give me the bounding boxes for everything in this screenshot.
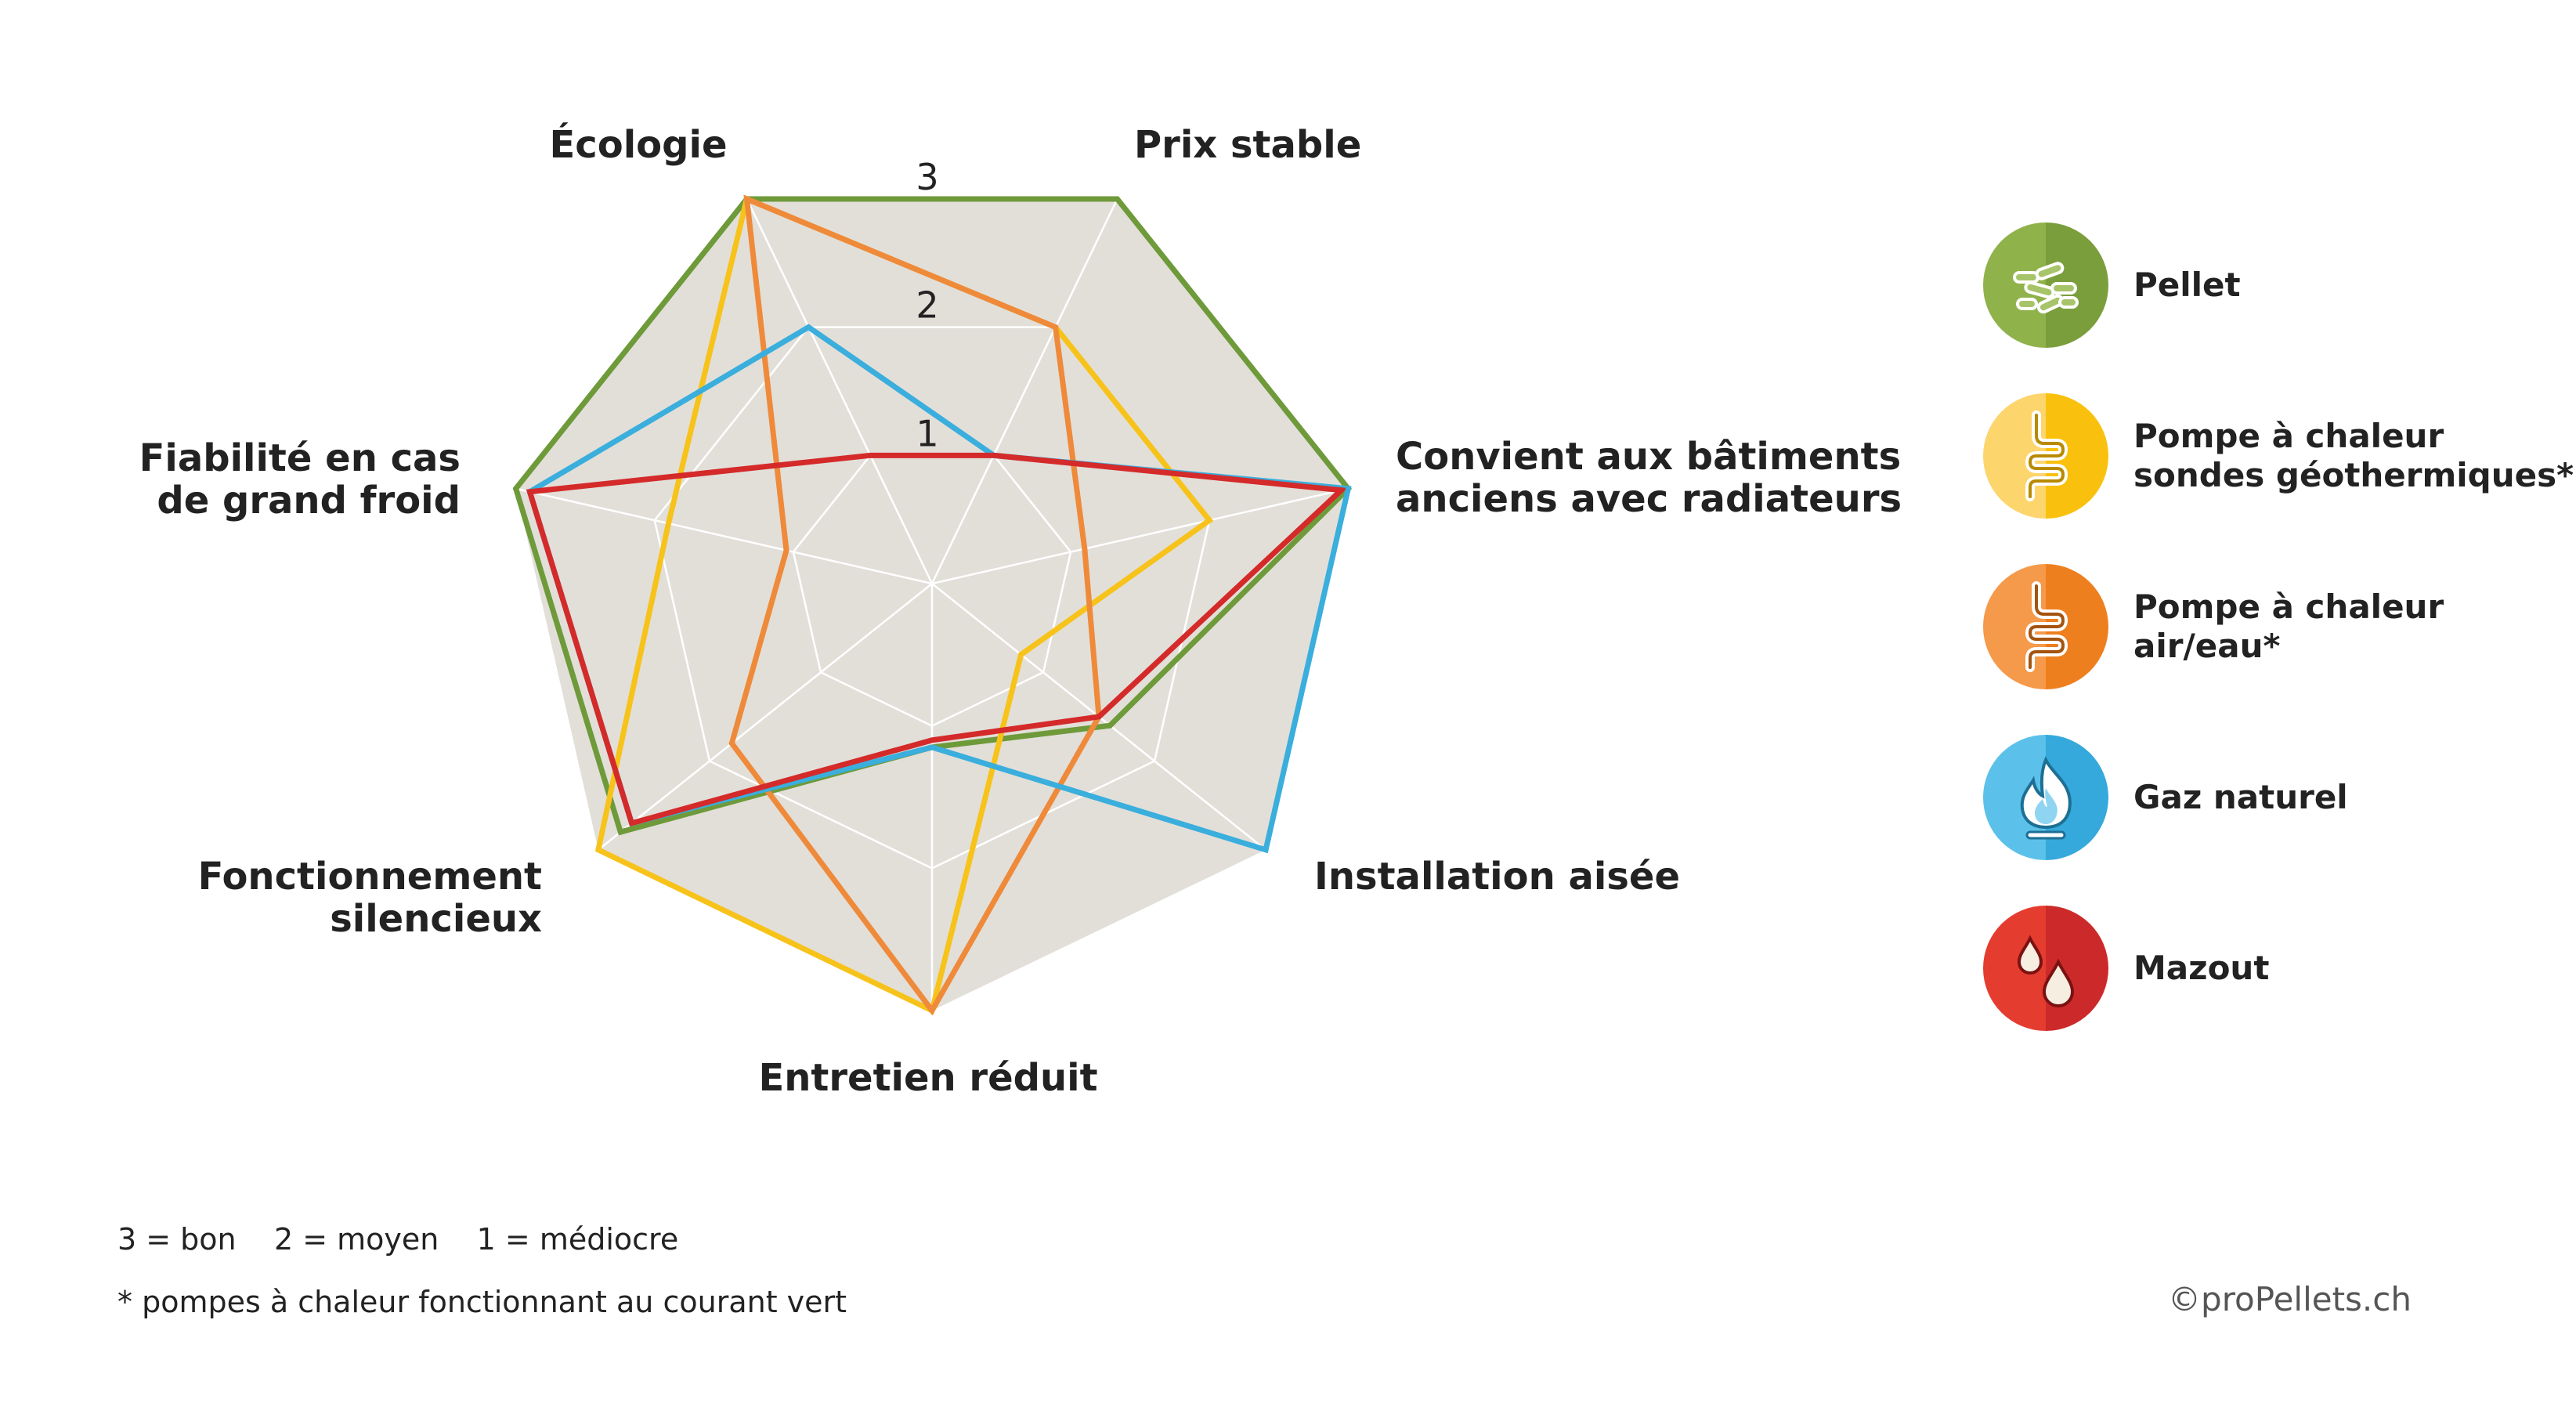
radar-spoke-1	[930, 198, 1118, 584]
axis-label-entretien: Entretien réduit	[758, 1056, 1098, 1100]
tick-label-1: 1	[916, 412, 938, 454]
series-point-5-6	[526, 489, 533, 495]
series-point-5-3	[1096, 714, 1102, 720]
series-line-2	[594, 195, 1214, 1015]
series-point-1-5	[617, 829, 623, 835]
legend-item-air-eau: Pompe à chaleur air/eau*	[1982, 562, 2444, 691]
series-point-1-3	[1107, 722, 1113, 729]
copyright: ©proPellets.ch	[2168, 1280, 2412, 1318]
radar-spoke-6	[515, 487, 933, 585]
series-point-3-4	[929, 1007, 935, 1014]
series-point-1-6	[513, 486, 519, 492]
series-point-5-0	[867, 452, 873, 458]
radar-spoke-2	[931, 487, 1349, 585]
series-point-4-3	[1263, 847, 1269, 853]
series-point-3-0	[744, 196, 750, 202]
series-point-4-4	[929, 744, 935, 750]
legend-item-geothermie: Pompe à chaleur sondes géothermiques*	[1982, 392, 2574, 520]
series-point-3-2	[1082, 546, 1088, 552]
radar-spoke-0	[746, 198, 934, 584]
series-point-5-1	[991, 452, 997, 458]
series-point-5-2	[1338, 487, 1344, 494]
legend-item-gaz: Gaz naturel	[1982, 733, 2348, 862]
legend-label-gaz: Gaz naturel	[2133, 778, 2348, 816]
axis-label-installation: Installation aisée	[1314, 855, 1681, 899]
series-line-1	[512, 196, 1353, 836]
radar-spoke-5	[598, 583, 933, 851]
series-point-4-2	[1345, 486, 1351, 492]
coil-icon	[1983, 393, 2108, 519]
series-point-5-4	[929, 737, 935, 743]
axis-label-batiments-anciens: Convient aux bâtiments anciens avec radi…	[1396, 435, 1902, 521]
legend-item-mazout: Mazout	[1982, 904, 2269, 1032]
scale-note: 3 = bon 2 = moyen 1 = médiocre	[117, 1222, 679, 1257]
series-line-3	[728, 194, 1102, 1016]
series-point-5-5	[629, 820, 635, 826]
legend-label-mazout: Mazout	[2133, 949, 2270, 987]
radar-grid-ring-1	[792, 454, 1072, 728]
footnote: * pompes à chaleur fonctionnant au coura…	[117, 1285, 847, 1319]
axis-label-grand-froid: Fiabilité en cas de grand froid	[139, 436, 461, 523]
series-point-2-5	[595, 847, 602, 853]
series-point-2-3	[1018, 652, 1024, 658]
series-line-5	[526, 452, 1348, 827]
series-point-3-1	[1053, 324, 1059, 331]
series-point-3-5	[728, 740, 735, 747]
series-point-4-0	[805, 324, 811, 331]
coil-icon	[1983, 564, 2108, 689]
pellet-icon	[1983, 222, 2108, 348]
legend-item-pellet: Pellet	[1982, 221, 2241, 349]
axis-label-prix-stable: Prix stable	[1134, 123, 1362, 167]
series-point-2-2	[1206, 517, 1212, 523]
axis-label-ecologie: Écologie	[549, 123, 728, 167]
flame-icon	[1983, 735, 2108, 860]
legend-label-pellet: Pellet	[2133, 266, 2241, 304]
series-point-2-6	[665, 520, 671, 526]
legend-label-air-eau: Pompe à chaleur air/eau*	[2133, 588, 2444, 665]
tick-label-3: 3	[916, 156, 938, 198]
tick-label-2: 2	[916, 284, 938, 327]
legend-label-geothermie: Pompe à chaleur sondes géothermiques*	[2133, 417, 2574, 494]
series-point-1-1	[1114, 196, 1120, 202]
series-point-3-6	[783, 548, 789, 554]
axis-label-silencieux: Fonctionnement silencieux	[197, 855, 542, 941]
drops-icon	[1983, 906, 2108, 1031]
